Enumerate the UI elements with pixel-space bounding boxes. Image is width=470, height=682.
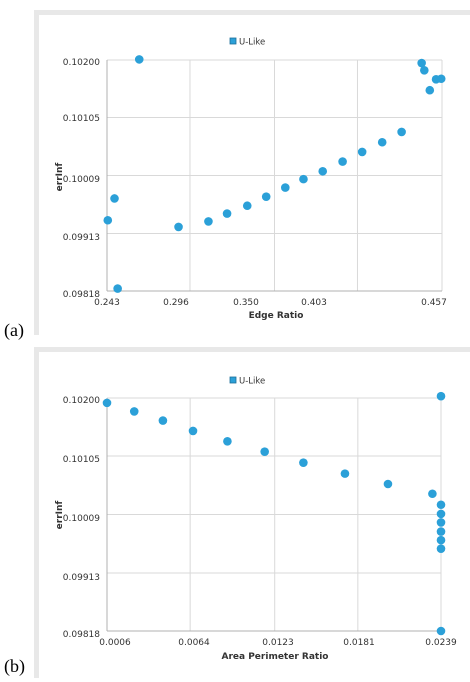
data-point (260, 447, 269, 456)
chart-panel-a: U-Like 0.10200 0.10105 0.10009 0.09913 0… (34, 10, 470, 335)
data-point (261, 192, 271, 201)
data-point (223, 437, 232, 446)
data-point (420, 65, 429, 75)
y-tick-label: 0.10105 (63, 114, 100, 124)
y-tick-label: 0.10200 (63, 396, 100, 406)
legend-swatch (229, 376, 237, 384)
panel-label-b: (b) (4, 656, 25, 676)
x-axis-title: Edge Ratio (249, 311, 304, 321)
data-point (129, 407, 139, 416)
data-point (299, 174, 308, 184)
x-tick-label: 0.0239 (425, 638, 457, 648)
x-tick-label: 0.457 (421, 298, 447, 308)
data-point (102, 398, 112, 408)
data-point (110, 194, 119, 203)
x-tick-label: 0.243 (94, 298, 120, 308)
panel-label-a: (a) (4, 320, 24, 340)
legend[interactable]: U-Like (229, 376, 265, 387)
y-tick-label: 0.10009 (63, 175, 100, 185)
data-point (417, 58, 426, 68)
y-tick-label: 0.10009 (63, 514, 100, 524)
data-point (222, 209, 232, 218)
data-point (436, 527, 446, 536)
data-point (397, 127, 406, 137)
data-point (338, 157, 347, 166)
data-point (436, 535, 446, 545)
y-tick-label: 0.09913 (63, 233, 100, 243)
y-tick-label: 0.09913 (63, 573, 100, 583)
x-tick-label: 0.0123 (262, 638, 294, 648)
data-point (134, 55, 144, 64)
data-point (204, 217, 213, 226)
x-tick-label: 0.0181 (343, 638, 375, 648)
data-point (103, 215, 113, 225)
axes (106, 398, 441, 632)
data-point (242, 201, 252, 211)
data-point (188, 426, 198, 436)
y-tick-label: 0.10105 (63, 455, 100, 465)
y-axis-title: errInf (55, 163, 65, 192)
data-points (102, 391, 446, 636)
data-point (436, 74, 446, 84)
legend-label: U-Like (239, 38, 265, 48)
y-axis-title: errInf (55, 501, 65, 530)
data-point (436, 500, 446, 510)
x-tick-label: 0.350 (233, 298, 259, 308)
data-point (428, 489, 437, 499)
data-point (436, 544, 446, 553)
data-points (103, 55, 446, 293)
data-point (377, 137, 387, 147)
x-tick-label: 0.296 (163, 298, 189, 308)
data-point (113, 284, 122, 293)
x-tick-label: 0.403 (301, 298, 327, 308)
y-tick-label: 0.09818 (63, 290, 100, 300)
scatter-chart-b: U-Like 0.10200 0.10105 0.10009 0.09913 0… (39, 352, 470, 678)
y-tick-label: 0.10200 (63, 58, 100, 68)
scatter-chart-a: U-Like 0.10200 0.10105 0.10009 0.09913 0… (39, 15, 470, 335)
chart-panel-b: U-Like 0.10200 0.10105 0.10009 0.09913 0… (34, 347, 470, 678)
data-point (436, 509, 446, 519)
legend-swatch (229, 37, 237, 45)
y-tick-label: 0.09818 (63, 630, 100, 640)
data-point (158, 416, 168, 425)
x-tick-label: 0.0006 (99, 638, 131, 648)
legend-label: U-Like (239, 377, 265, 387)
data-point (383, 479, 393, 489)
data-point (281, 183, 290, 192)
legend[interactable]: U-Like (229, 37, 265, 48)
data-point (340, 469, 350, 478)
x-axis-title: Area Perimeter Ratio (222, 652, 329, 662)
data-point (436, 518, 446, 527)
data-point (357, 147, 367, 157)
data-point (436, 626, 446, 636)
data-point (299, 458, 308, 467)
data-point (425, 85, 435, 95)
axes (106, 60, 442, 292)
data-point (318, 166, 328, 176)
data-point (174, 222, 183, 232)
data-point (436, 391, 446, 401)
x-tick-label: 0.0064 (178, 638, 210, 648)
